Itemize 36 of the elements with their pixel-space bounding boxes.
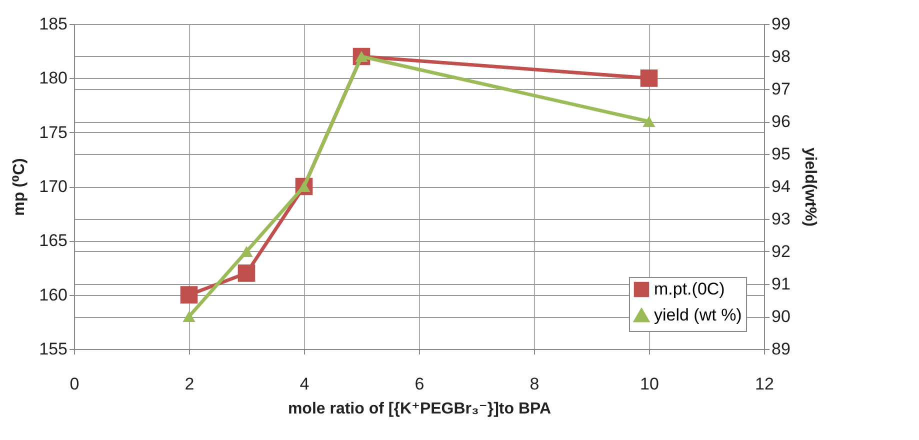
y-tick-label: 175 (39, 122, 68, 142)
x-tick-label: 2 (184, 374, 194, 394)
y-tick-label: 155 (39, 340, 68, 358)
y2-tick-label: 99 (772, 14, 790, 34)
y2-tick-label: 89 (772, 340, 790, 358)
legend-label: m.pt.(0C) (654, 280, 725, 298)
point (640, 70, 658, 87)
x-tick-label: 8 (530, 374, 540, 394)
y2-axis-title: yield(wt%) (801, 147, 818, 227)
y2-tick-label: 94 (772, 177, 790, 196)
point (182, 311, 196, 322)
x-tick-label: 0 (70, 374, 80, 394)
y-tick-label: 185 (39, 14, 68, 34)
y-axis-title: mp (⁰C) (11, 158, 28, 216)
y-tick-label: 160 (39, 285, 68, 304)
x-tick-label: 12 (755, 374, 774, 394)
y2-tick-label: 96 (772, 112, 790, 131)
y2-tick-label: 95 (772, 144, 790, 164)
x-axis-title: mole ratio of [{K⁺PEGBr₃⁻}]to BPA (288, 400, 552, 418)
x-tick-label: 10 (640, 374, 659, 394)
y2-tick-label: 92 (772, 242, 790, 261)
point (240, 246, 253, 257)
y2-tick-label: 91 (772, 274, 790, 294)
point (238, 264, 256, 282)
point (642, 116, 656, 127)
x-tick-label: 4 (300, 374, 310, 394)
y-tick-label: 180 (39, 68, 68, 88)
y2-tick-label: 98 (772, 47, 790, 66)
y-tick-label: 165 (39, 231, 68, 250)
y2-tick-label: 90 (772, 307, 790, 326)
point (180, 286, 198, 304)
x-tick-label: 6 (414, 374, 424, 394)
y2-tick-label: 93 (772, 210, 790, 228)
legend-label: yield (wt %) (654, 306, 742, 324)
y2-tick-label: 97 (772, 80, 790, 98)
y-tick-label: 170 (39, 177, 68, 196)
